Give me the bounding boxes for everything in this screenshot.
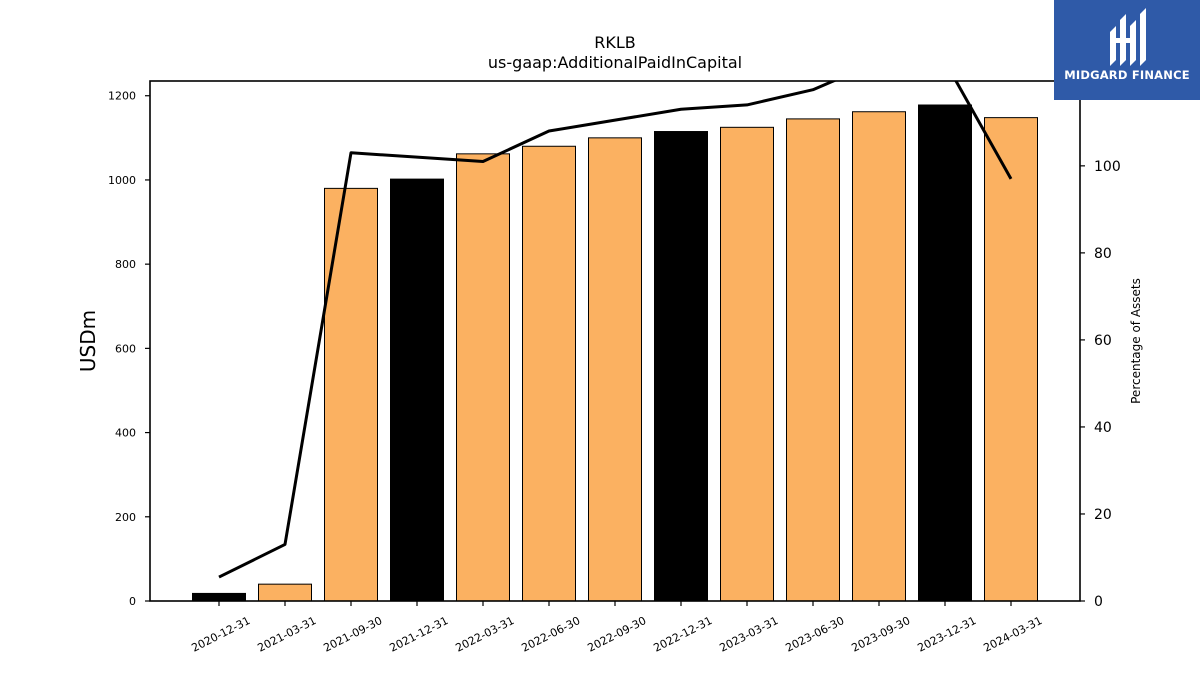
bar-2021-12-31 xyxy=(390,178,444,602)
bar-2022-09-30 xyxy=(588,137,642,602)
line-layer xyxy=(218,81,1013,579)
x-tick-label: 2022-03-31 xyxy=(453,614,516,655)
x-tick-label: 2021-12-31 xyxy=(387,614,450,655)
y-tick-label: 1200 xyxy=(108,90,136,103)
bar-2023-03-31 xyxy=(720,126,774,602)
percentage-line xyxy=(218,81,1013,579)
chart-title: RKLB xyxy=(594,33,636,52)
bar-2023-06-30 xyxy=(786,118,840,602)
x-tick-label: 2024-03-31 xyxy=(981,614,1044,655)
bar-2022-12-31 xyxy=(654,131,708,602)
bar-2023-09-30 xyxy=(852,111,906,602)
y2-tick-label: 40 xyxy=(1094,420,1112,436)
y-tick-label: 200 xyxy=(115,511,136,524)
chart-subtitle: us-gaap:AdditionalPaidInCapital xyxy=(488,53,742,72)
y-tick-label: 600 xyxy=(115,342,136,355)
x-tick-label: 2022-06-30 xyxy=(519,614,582,655)
bars-layer xyxy=(192,104,1038,602)
brand-logo: MIDGARD FINANCE xyxy=(1054,0,1200,100)
y-tick-label: 0 xyxy=(129,595,136,608)
x-tick-label: 2021-03-31 xyxy=(255,614,318,655)
x-tick-label: 2023-09-30 xyxy=(849,614,912,655)
y-tick-label: 400 xyxy=(115,427,136,440)
bar-2024-03-31 xyxy=(984,117,1038,602)
bar-2022-03-31 xyxy=(456,153,510,602)
x-tick-label: 2023-03-31 xyxy=(717,614,780,655)
y-tick-label: 800 xyxy=(115,258,136,271)
y2-tick-label: 60 xyxy=(1094,333,1112,349)
bar-2021-09-30 xyxy=(324,187,378,602)
bar-2021-03-31 xyxy=(258,583,312,602)
x-tick-label: 2022-12-31 xyxy=(651,614,714,655)
x-tick-label: 2022-09-30 xyxy=(585,614,648,655)
y2-tick-label: 20 xyxy=(1094,507,1112,523)
x-tick-label: 2020-12-31 xyxy=(189,614,252,655)
y2-tick-label: 100 xyxy=(1094,159,1121,175)
x-tick-label: 2023-12-31 xyxy=(915,614,978,655)
x-tick-label: 2023-06-30 xyxy=(783,614,846,655)
bar-2023-12-31 xyxy=(918,104,972,602)
y2-axis-label: Percentage of Assets xyxy=(1129,278,1143,404)
bar-2022-06-30 xyxy=(522,145,576,602)
y-tick-label: 1000 xyxy=(108,174,136,187)
logo-mark-icon xyxy=(1110,8,1146,66)
bar-2020-12-31 xyxy=(192,592,246,602)
x-tick-label: 2021-09-30 xyxy=(321,614,384,655)
y2-tick-label: 0 xyxy=(1094,594,1103,610)
y2-tick-label: 80 xyxy=(1094,246,1112,262)
y-axis-label: USDm xyxy=(76,310,100,372)
logo-text: MIDGARD FINANCE xyxy=(1064,68,1190,82)
